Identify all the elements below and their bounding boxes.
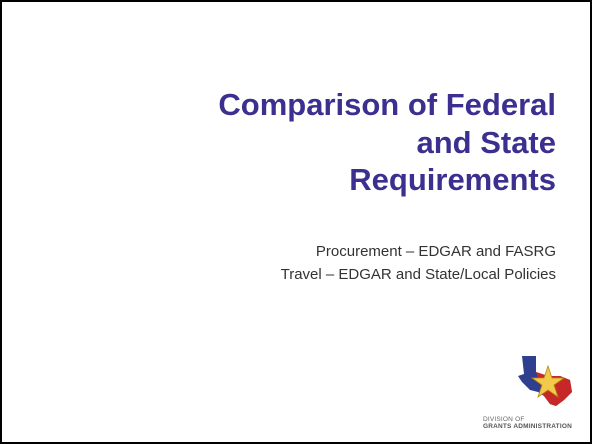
logo-line: GRANTS ADMINISTRATION (482, 423, 572, 430)
logo-line: DIVISION OF (482, 416, 525, 423)
subtitle-line: Travel – EDGAR and State/Local Policies (280, 266, 556, 283)
subtitle-line: Procurement – EDGAR and FASRG (315, 243, 556, 260)
star (530, 364, 566, 399)
logo-graphic (518, 356, 572, 406)
slide-subtitle: Procurement – EDGAR and FASRG Travel – E… (281, 240, 556, 286)
slide-title: Comparison of Federal and State Requirem… (218, 86, 556, 199)
title-line: Requirements (349, 162, 556, 197)
title-line: Comparison of Federal (218, 87, 556, 122)
title-line: and State (416, 124, 556, 160)
logo-text: DIVISION OF GRANTS ADMINISTRATION (483, 416, 572, 430)
